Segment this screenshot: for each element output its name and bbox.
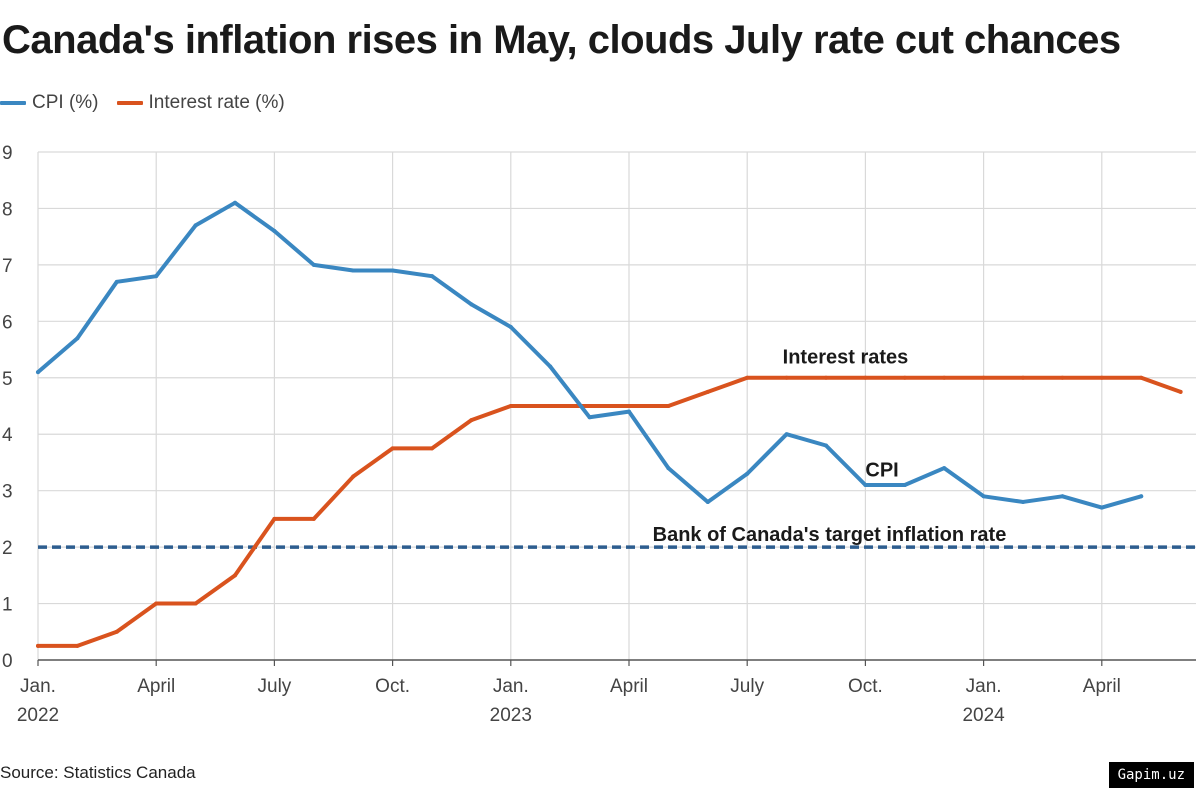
interest-rate-point: [863, 375, 868, 380]
interest-rate-point: [75, 643, 80, 648]
interest-rate-point: [627, 404, 631, 408]
series-line-cpi: [36, 200, 1144, 510]
x-tick-label: Oct.: [848, 676, 883, 697]
cpi-point: [390, 268, 395, 273]
interest-rate-point: [469, 418, 474, 423]
interest-rate-point: [587, 404, 592, 408]
chart-title: Canada's inflation rises in May, clouds …: [2, 18, 1121, 62]
cpi-point: [351, 268, 356, 273]
legend-label-interest-rate: Interest rate (%): [148, 92, 285, 113]
cpi-point: [863, 483, 868, 488]
x-tick-label: April: [610, 676, 648, 697]
x-tick-year-label: 2024: [962, 705, 1005, 726]
interest-rate-point: [942, 375, 947, 380]
interest-rate-point: [1139, 375, 1144, 380]
interest-rate-point: [1021, 375, 1025, 380]
interest-rate-point: [902, 375, 907, 380]
cpi-point: [469, 302, 474, 307]
cpi-point: [627, 409, 631, 414]
x-tick-label: April: [1083, 676, 1121, 697]
interest-rate-point: [981, 375, 986, 380]
cpi-point: [311, 262, 316, 267]
interest-rate-point: [1060, 375, 1065, 380]
interest-rate-point: [508, 404, 513, 408]
interest-rate-point: [193, 601, 198, 606]
cpi-point: [75, 336, 80, 341]
source-note: Source: Statistics Canada: [0, 763, 196, 782]
interest-rate-point: [36, 643, 40, 648]
interest-rate-point: [272, 516, 277, 521]
cpi-point: [154, 274, 159, 279]
cpi-point: [705, 499, 710, 504]
x-tick-label: July: [258, 676, 292, 697]
y-tick-label: 9: [2, 143, 13, 164]
legend-item-cpi: CPI (%): [0, 92, 99, 114]
x-tick-label: Jan.: [493, 676, 529, 697]
legend-swatch-interest-rate: [116, 101, 143, 105]
cpi-point: [193, 223, 198, 228]
interest-rate-point: [154, 601, 159, 606]
legend: CPI (%) Interest rate (%): [0, 92, 303, 114]
cpi-point: [942, 466, 947, 471]
interest-rate-point: [705, 389, 710, 394]
cpi-point: [981, 494, 986, 499]
legend-label-cpi: CPI (%): [32, 92, 99, 113]
watermark-badge: Gapim.uz: [1108, 762, 1194, 788]
series-line-interest-rate: [36, 375, 1183, 648]
cpi-point: [272, 229, 277, 234]
y-tick-label: 4: [2, 425, 13, 446]
x-tick-year-label: 2023: [490, 705, 532, 726]
y-tick-label: 1: [2, 595, 13, 616]
x-tick-label: Jan.: [20, 676, 56, 697]
interest-rate-point: [784, 375, 789, 380]
series-label-interest-rate: Interest rates: [783, 347, 909, 369]
interest-rate-point: [233, 573, 237, 578]
interest-rate-point: [351, 474, 356, 479]
x-tick-year-label: 2022: [17, 705, 59, 726]
cpi-point: [902, 483, 907, 488]
cpi-point: [745, 471, 750, 476]
cpi-point: [1099, 505, 1104, 510]
interest-rate-point: [548, 404, 553, 408]
cpi-point: [548, 364, 553, 369]
interest-rate-point: [311, 516, 316, 521]
x-tick-label: July: [730, 676, 764, 697]
cpi-point: [587, 415, 592, 420]
interest-rate-point: [390, 446, 395, 451]
y-tick-label: 8: [2, 199, 13, 220]
target-inflation-label: Bank of Canada's target inflation rate: [653, 524, 1007, 546]
interest-rate-point: [1178, 389, 1183, 394]
y-tick-label: 3: [2, 482, 13, 503]
cpi-point: [430, 274, 434, 279]
series-label-cpi: CPI: [865, 460, 898, 482]
cpi-point: [508, 324, 513, 329]
x-tick-label: April: [137, 676, 175, 697]
cpi-point: [1139, 494, 1144, 499]
legend-item-interest-rate: Interest rate (%): [116, 92, 285, 114]
x-tick-label: Oct.: [375, 676, 410, 697]
y-tick-label: 2: [2, 538, 13, 559]
interest-rate-point: [745, 375, 750, 380]
cpi-point: [666, 466, 671, 471]
y-tick-label: 7: [2, 256, 13, 277]
interest-rate-point: [1099, 375, 1104, 380]
cpi-point: [1021, 499, 1025, 504]
cpi-point: [114, 279, 119, 284]
legend-swatch-cpi: [0, 101, 26, 105]
interest-rate-point: [666, 404, 671, 408]
interest-rate-point: [114, 629, 119, 634]
cpi-point: [233, 200, 237, 205]
x-tick-label: Jan.: [966, 676, 1002, 697]
interest-rate-point: [430, 446, 434, 451]
y-tick-label: 6: [2, 312, 13, 333]
y-tick-label: 5: [2, 369, 13, 390]
cpi-point: [1060, 494, 1065, 499]
interest-rate-point: [824, 375, 828, 380]
cpi-point: [36, 370, 40, 375]
cpi-point: [824, 443, 828, 448]
y-tick-label: 0: [2, 651, 13, 672]
cpi-point: [784, 432, 789, 437]
